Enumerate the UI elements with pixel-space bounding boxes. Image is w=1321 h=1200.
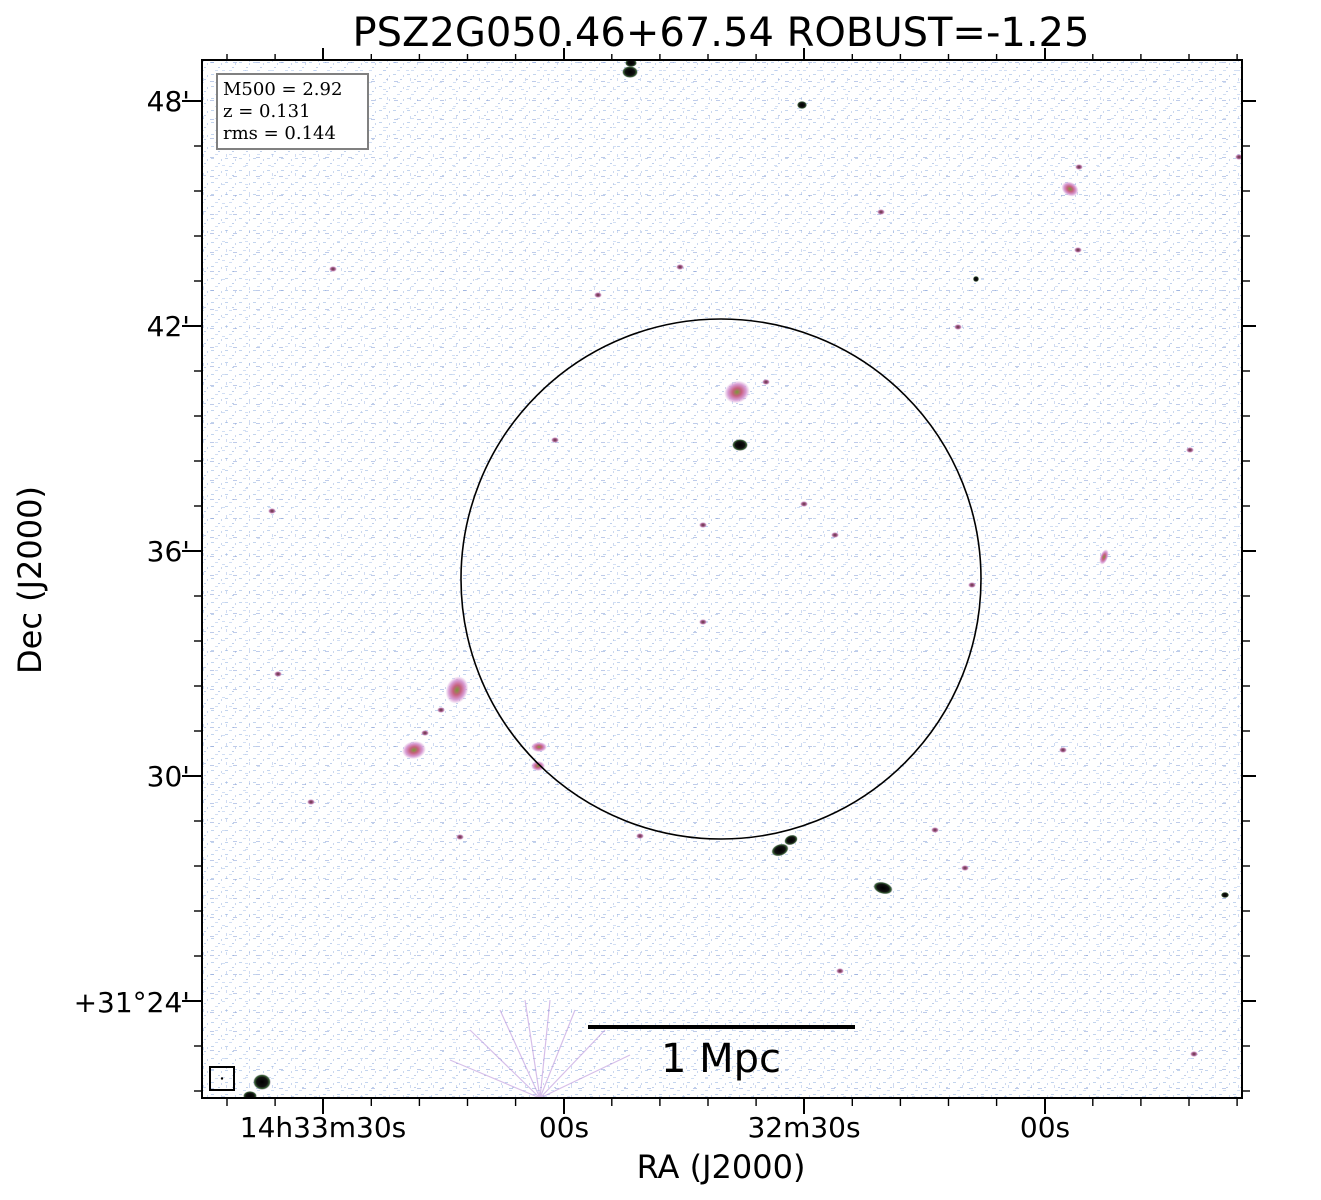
radio-source — [402, 740, 426, 760]
y-tick-label-48: 48' — [147, 85, 190, 118]
radio-source — [1099, 549, 1109, 565]
radio-source — [676, 264, 684, 270]
radio-source — [307, 799, 315, 805]
x-axis-label: RA (J2000) — [637, 1148, 806, 1186]
y-tick-label-36: 36' — [147, 535, 190, 568]
radio-source — [622, 66, 638, 78]
radio-source — [636, 833, 644, 839]
radio-source — [724, 380, 750, 404]
chart-title: PSZ2G050.46+67.54 ROBUST=-1.25 — [353, 10, 1090, 56]
radio-source — [973, 276, 979, 282]
radio-source — [243, 1091, 257, 1098]
radio-source — [437, 707, 445, 713]
radio-source — [873, 881, 893, 895]
radio-source — [1186, 447, 1194, 453]
axis-ticks — [182, 48, 1256, 1114]
radio-source — [800, 501, 808, 507]
radio-source — [1061, 181, 1079, 197]
y-tick-label-42: 42' — [147, 310, 190, 343]
radio-sources — [243, 60, 1242, 1098]
radio-source — [551, 437, 559, 443]
radio-source — [771, 843, 789, 857]
axes-frame — [201, 59, 1243, 1099]
radio-source — [836, 968, 844, 974]
radio-source — [784, 834, 798, 846]
radio-source — [877, 209, 885, 215]
radio-source — [594, 292, 602, 298]
info-line-z: z = 0.131 — [223, 101, 311, 122]
radio-source — [421, 730, 429, 736]
beam-ellipse — [220, 1077, 224, 1080]
radio-source — [531, 742, 547, 752]
radio-source — [931, 827, 939, 833]
radio-source — [699, 522, 707, 528]
radio-source — [1235, 154, 1242, 160]
radio-source — [831, 532, 839, 538]
radio-source — [961, 865, 969, 871]
radio-source — [445, 676, 469, 704]
radio-source — [274, 671, 282, 677]
radio-source — [1075, 164, 1083, 170]
radio-source — [1221, 892, 1229, 898]
radio-source — [625, 60, 637, 67]
radio-source — [699, 619, 707, 625]
radio-source — [762, 379, 770, 385]
radio-source — [253, 1074, 271, 1090]
plot-area — [202, 60, 1242, 1098]
x-tick-label-3200: 00s — [1020, 1111, 1070, 1144]
x-tick-label-3330: 14h33m30s — [240, 1111, 407, 1144]
radio-source — [329, 266, 337, 272]
beam-box — [209, 1066, 235, 1091]
radio-source — [954, 324, 962, 330]
scale-bar-label: 1 Mpc — [661, 1036, 781, 1082]
radio-source — [797, 101, 807, 109]
x-tick-label-3230: 32m30s — [747, 1111, 860, 1144]
x-tick-label-3300: 00s — [539, 1111, 589, 1144]
radio-source — [968, 582, 976, 588]
r500-circle — [460, 318, 982, 840]
radio-source — [1074, 247, 1082, 253]
noise-texture-2 — [202, 60, 1242, 1098]
radio-source — [1059, 747, 1067, 753]
radio-source — [1190, 1051, 1198, 1057]
radio-source — [732, 439, 748, 451]
radio-source — [456, 834, 464, 840]
y-axis-label: Dec (J2000) — [11, 486, 49, 674]
radio-source — [268, 508, 276, 514]
y-tick-label-30: 30' — [147, 760, 190, 793]
y-tick-label-24: +31°24' — [74, 986, 190, 1019]
sidelobe-pattern — [449, 999, 631, 1098]
info-box-frame — [216, 73, 369, 150]
info-line-rms: rms = 0.144 — [223, 123, 336, 144]
radio-source — [531, 761, 545, 771]
info-box: M500 = 2.92 z = 0.131 rms = 0.144 — [216, 73, 369, 150]
info-line-m500: M500 = 2.92 — [223, 79, 342, 100]
